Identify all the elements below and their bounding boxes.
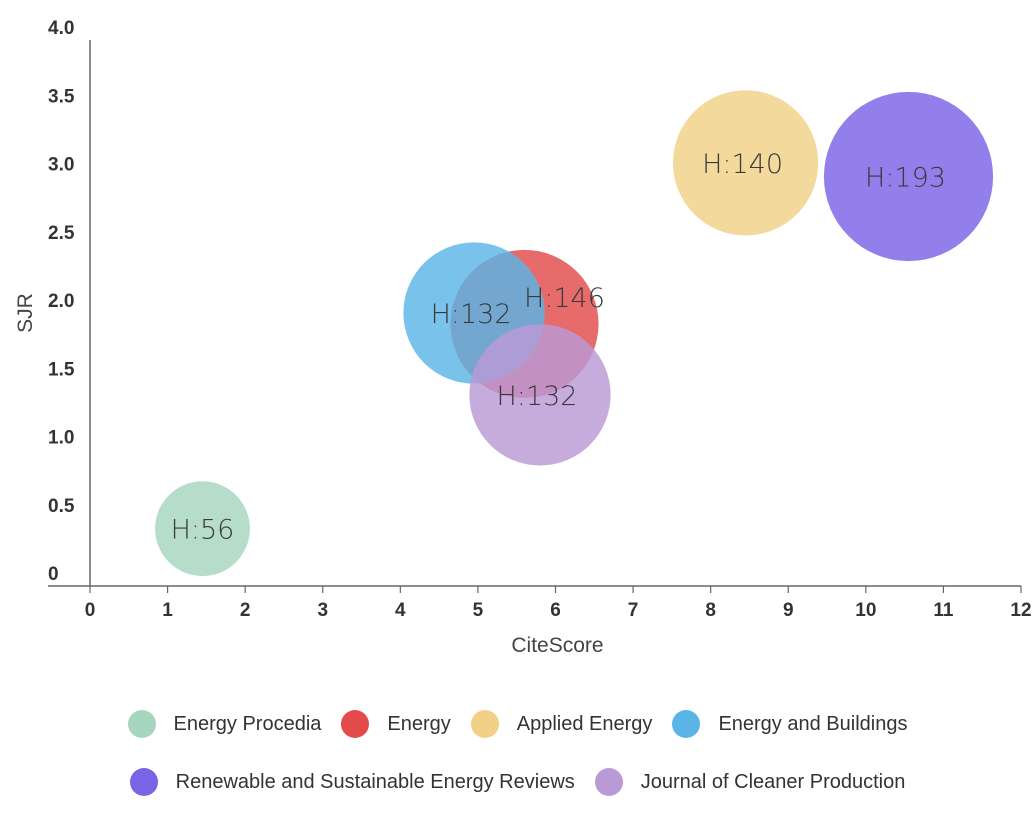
- legend-row: Renewable and Sustainable Energy Reviews…: [0, 758, 1035, 806]
- bubble-label: H:132: [497, 381, 578, 412]
- y-axis-ticks: 0 0.5 1.0 1.5 2.0 2.5 3.0 3.5 4.0: [48, 18, 75, 585]
- x-tick-label: 5: [473, 600, 484, 621]
- y-tick-label: 0: [48, 564, 59, 585]
- x-tick-label: 2: [240, 600, 251, 621]
- legend-row: Energy Procedia Energy Applied Energy Energ…: [0, 700, 1035, 748]
- legend-swatch: [594, 768, 623, 796]
- legend-swatch: [341, 710, 370, 738]
- x-tick-label: 0: [85, 600, 96, 621]
- legend-item[interactable]: Energy Procedia: [127, 710, 322, 738]
- x-tick-label: 11: [933, 600, 954, 621]
- legend-item[interactable]: Renewable and Sustainable Energy Reviews: [129, 768, 575, 796]
- bubble-label: H:132: [431, 299, 512, 330]
- legend-item[interactable]: Applied Energy: [470, 710, 653, 738]
- y-tick-label: 2.0: [48, 291, 74, 312]
- legend-label: Energy and Buildings: [718, 712, 908, 735]
- x-tick-label: 4: [395, 600, 406, 621]
- x-tick-label: 12: [1010, 600, 1031, 621]
- bubble-energy-procedia: [155, 481, 250, 577]
- x-tick-label: 8: [705, 600, 716, 621]
- x-tick-label: 9: [783, 600, 794, 621]
- y-axis-title: SJR: [14, 293, 37, 333]
- bubble-label: H:146: [524, 283, 605, 314]
- x-tick-label: 3: [317, 600, 328, 621]
- legend-item[interactable]: Journal of Cleaner Production: [594, 768, 906, 796]
- bubbles-layer: [155, 90, 994, 577]
- bubble-applied-energy: [672, 90, 819, 236]
- y-tick-label: 1.5: [48, 359, 75, 380]
- legend-swatch: [672, 710, 701, 738]
- y-tick-label: 3.0: [48, 155, 74, 176]
- y-tick-label: 3.5: [48, 86, 75, 107]
- bubble-label: H:56: [171, 515, 235, 546]
- legend: Energy Procedia Energy Applied Energy Energ…: [0, 700, 1035, 816]
- y-tick-label: 4.0: [48, 18, 74, 39]
- bubble-journal-of-cleaner-production: [469, 324, 611, 466]
- legend-item[interactable]: Energy: [341, 710, 451, 738]
- x-tick-label: 6: [550, 600, 561, 621]
- x-tick-label: 7: [628, 600, 639, 621]
- bubble-label: H:193: [865, 163, 946, 194]
- legend-item[interactable]: Energy and Buildings: [672, 710, 907, 738]
- legend-swatch: [470, 710, 499, 738]
- bubble-chart: 0 1 2 3 4 5 6 7 8 9 10 11 12 00.51.01.52.02.53.03.54…: [14, 18, 1032, 657]
- x-axis-title: CiteScore: [511, 634, 603, 657]
- y-tick-label: 0.5: [48, 496, 75, 517]
- bubble-labels-layer: H:56 H:146 H:140 H:132 H:193 H:132: [171, 149, 946, 546]
- legend-swatch: [127, 710, 156, 738]
- legend-swatch: [129, 768, 158, 796]
- legend-label: Renewable and Sustainable Energy Reviews: [175, 770, 575, 793]
- legend-label: Energy: [387, 712, 451, 735]
- bubble-renewable-and-sustainable-energy-reviews: [823, 91, 994, 262]
- legend-label: Applied Energy: [516, 712, 653, 735]
- legend-label: Journal of Cleaner Production: [640, 770, 906, 793]
- x-axis-ticks: 0 1 2 3 4 5 6 7 8 9 10 11 12: [85, 586, 1032, 621]
- bubble-label: H:140: [702, 149, 783, 180]
- legend-label: Energy Procedia: [173, 712, 322, 735]
- x-tick-label: 1: [162, 600, 173, 621]
- y-tick-label: 2.5: [48, 223, 75, 244]
- y-tick-label: 1.0: [48, 428, 74, 449]
- x-tick-label: 10: [855, 600, 876, 621]
